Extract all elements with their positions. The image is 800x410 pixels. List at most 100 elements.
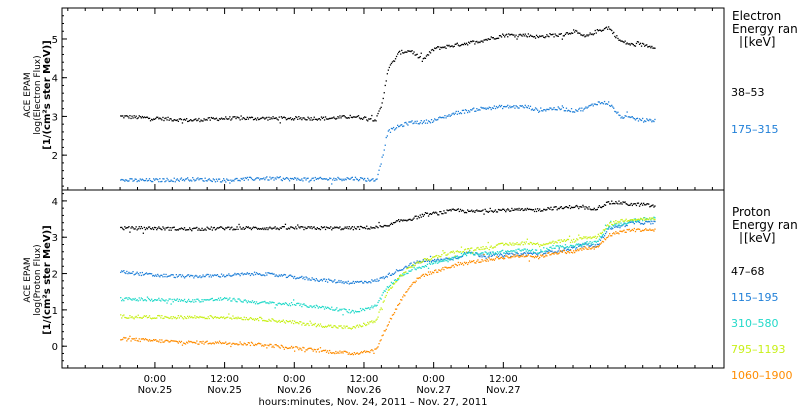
data-point [376, 226, 378, 228]
data-point [146, 339, 149, 341]
data-point [373, 352, 375, 354]
data-point [135, 272, 137, 275]
data-point [411, 283, 413, 286]
data-point [560, 246, 562, 248]
data-point [610, 228, 612, 230]
data-point [598, 29, 600, 31]
data-point [468, 251, 470, 253]
data-point [186, 301, 188, 303]
data-point [423, 266, 425, 268]
data-point [355, 116, 358, 118]
data-point [335, 282, 337, 284]
data-point [303, 117, 305, 119]
data-point [596, 236, 598, 238]
data-point [364, 309, 366, 312]
data-point [465, 42, 468, 44]
data-point [543, 36, 545, 38]
data-point [292, 177, 294, 180]
data-point [394, 128, 397, 130]
data-point [364, 350, 366, 352]
data-point [597, 101, 599, 103]
data-point [148, 298, 151, 301]
data-point [568, 249, 571, 251]
data-point [650, 205, 652, 207]
data-point [154, 118, 156, 120]
data-point [225, 227, 227, 229]
data-point [173, 226, 175, 228]
data-point [526, 238, 528, 240]
data-point [144, 273, 147, 275]
data-point [193, 301, 195, 303]
data-point [307, 116, 309, 118]
data-point [349, 114, 351, 117]
data-point [647, 229, 649, 231]
data-point [337, 116, 339, 118]
data-point [414, 215, 416, 217]
data-point [579, 32, 581, 34]
data-point [646, 217, 648, 220]
data-point [297, 177, 299, 179]
data-point [203, 275, 205, 278]
data-point [451, 113, 453, 115]
data-point [627, 229, 629, 231]
data-point [487, 38, 489, 40]
data-point [650, 218, 652, 221]
data-point [577, 243, 579, 246]
data-point [309, 119, 311, 121]
data-point [246, 318, 248, 321]
data-point [190, 301, 192, 303]
y-label-line: ACE EPAM [23, 257, 33, 302]
data-point [362, 118, 364, 120]
data-point [430, 273, 433, 275]
data-point [222, 275, 224, 277]
data-point [498, 254, 501, 256]
data-point [603, 204, 606, 206]
data-point [247, 342, 249, 344]
data-point [427, 215, 430, 217]
data-point [603, 100, 606, 103]
data-point [649, 118, 651, 120]
data-point [654, 219, 656, 221]
data-point [573, 250, 575, 252]
data-point [613, 107, 615, 109]
data-point [421, 265, 423, 268]
data-point [601, 236, 604, 238]
data-point [562, 240, 564, 242]
data-point [174, 276, 176, 279]
data-point [350, 282, 352, 284]
data-point [143, 273, 145, 276]
data-point [435, 119, 437, 121]
data-point [602, 29, 605, 31]
data-point [308, 277, 310, 280]
data-point [413, 261, 415, 263]
data-point [546, 108, 548, 110]
data-point [630, 219, 632, 221]
data-point [207, 117, 209, 119]
data-point [329, 117, 331, 120]
data-point [245, 317, 247, 319]
data-point [283, 348, 285, 350]
data-point [173, 340, 175, 342]
data-point [555, 245, 557, 247]
data-point [129, 298, 131, 300]
data-point [499, 253, 502, 255]
data-point [259, 228, 261, 230]
data-point [310, 347, 312, 349]
data-point [391, 273, 394, 275]
data-point [179, 118, 182, 120]
data-point [342, 115, 344, 117]
data-point [351, 309, 353, 312]
data-point [174, 299, 176, 301]
data-point [440, 270, 442, 272]
data-point [347, 117, 349, 119]
data-point [445, 266, 447, 268]
data-point [437, 262, 439, 264]
data-point [554, 252, 556, 254]
data-point [452, 264, 454, 266]
data-point [199, 120, 201, 123]
data-point [253, 319, 256, 321]
data-point [163, 273, 165, 275]
data-point [121, 178, 123, 181]
data-point [161, 298, 163, 300]
data-point [459, 251, 462, 253]
